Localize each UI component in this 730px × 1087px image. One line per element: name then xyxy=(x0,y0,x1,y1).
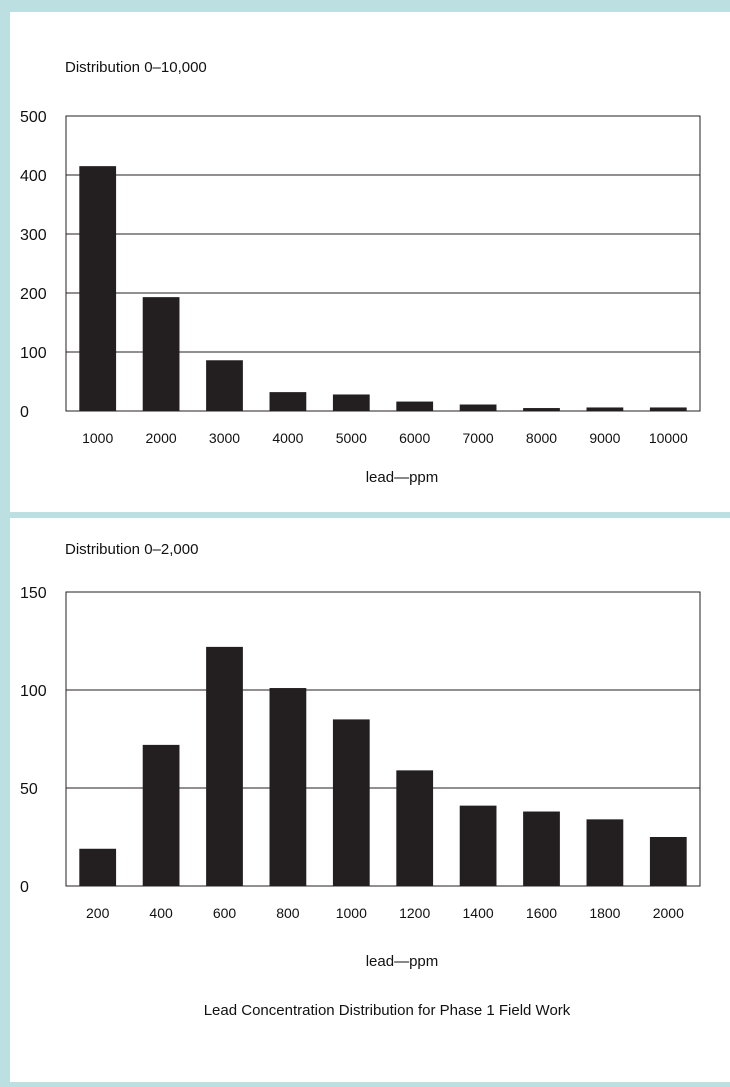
chart-2-bar xyxy=(332,719,370,886)
chart-2-xtick-label: 1600 xyxy=(526,905,557,921)
chart-2-bar xyxy=(269,688,307,886)
chart-2-xtick-label: 2000 xyxy=(653,905,684,921)
chart-2: Distribution 0–2,000 lead—ppm Lead Conce… xyxy=(20,541,701,1019)
chart-2-title: Distribution 0–2,000 xyxy=(65,541,198,558)
chart-panel-2: Distribution 0–2,000 lead—ppm Lead Conce… xyxy=(10,518,730,1082)
chart-2-xlabel: lead—ppm xyxy=(366,953,439,970)
chart-2-bar xyxy=(396,770,434,886)
chart-1-bar xyxy=(396,401,434,411)
chart-2-bar xyxy=(459,805,497,886)
figure-caption: Lead Concentration Distribution for Phas… xyxy=(204,1002,571,1019)
chart-2-plot-frame xyxy=(65,591,701,887)
chart-2-xtick-label: 1000 xyxy=(336,905,367,921)
chart-1-xtick-label: 6000 xyxy=(399,430,430,446)
chart-1-title: Distribution 0–10,000 xyxy=(65,59,207,76)
chart-1-bar xyxy=(79,166,117,411)
chart-2-bar xyxy=(142,744,180,886)
chart-2-ytick-label: 50 xyxy=(20,781,38,798)
chart-1-xtick-label: 3000 xyxy=(209,430,240,446)
chart-2-xtick-label: 1400 xyxy=(463,905,494,921)
chart-1-xtick-label: 5000 xyxy=(336,430,367,446)
chart-1-bar xyxy=(269,392,307,411)
chart-2-bar xyxy=(523,811,560,886)
chart-1-bar xyxy=(206,360,243,411)
chart-2-xtick-label: 1800 xyxy=(589,905,620,921)
chart-1-ytick-label: 100 xyxy=(20,345,47,362)
chart-2-bar xyxy=(79,848,117,886)
chart-1-ytick-label: 200 xyxy=(20,286,47,303)
chart-2-ytick-label: 0 xyxy=(20,879,29,896)
chart-1-bar xyxy=(523,408,560,411)
chart-1-xtick-label: 9000 xyxy=(589,430,620,446)
chart-1-xtick-label: 2000 xyxy=(146,430,177,446)
chart-2-bar xyxy=(649,837,687,886)
chart-2-xtick-label: 1200 xyxy=(399,905,430,921)
chart-1-bar xyxy=(649,407,687,411)
chart-2-ytick-label: 100 xyxy=(20,683,47,700)
chart-panel-1: Distribution 0–10,000 lead—ppm 0 100 200 30… xyxy=(10,12,730,512)
chart-1-xtick-label: 1000 xyxy=(82,430,113,446)
chart-2-bar xyxy=(586,819,624,886)
chart-1-bar xyxy=(142,297,180,411)
chart-2-xtick-label: 600 xyxy=(213,905,237,921)
chart-1-xtick-label: 7000 xyxy=(463,430,494,446)
chart-1-bar xyxy=(586,407,624,411)
chart-1-bar xyxy=(332,394,370,411)
chart-1-plot-frame xyxy=(65,115,701,412)
chart-1-xlabel: lead—ppm xyxy=(366,469,439,486)
chart-1-ytick-label: 300 xyxy=(20,227,47,244)
chart-1: Distribution 0–10,000 lead—ppm 0 100 200 30… xyxy=(20,59,701,486)
chart-1-xtick-label: 4000 xyxy=(272,430,303,446)
chart-2-xtick-label: 200 xyxy=(86,905,110,921)
chart-2-xtick-label: 800 xyxy=(276,905,300,921)
chart-2-ytick-label: 150 xyxy=(20,585,47,602)
chart-2-bar xyxy=(206,646,243,886)
chart-1-xtick-label: 10000 xyxy=(649,430,688,446)
chart-1-ytick-label: 400 xyxy=(20,168,47,185)
chart-1-xtick-label: 8000 xyxy=(526,430,557,446)
chart-1-bar xyxy=(459,404,497,411)
chart-2-xtick-label: 400 xyxy=(149,905,173,921)
chart-1-ytick-label: 0 xyxy=(20,404,29,421)
chart-1-ytick-label: 500 xyxy=(20,109,47,126)
